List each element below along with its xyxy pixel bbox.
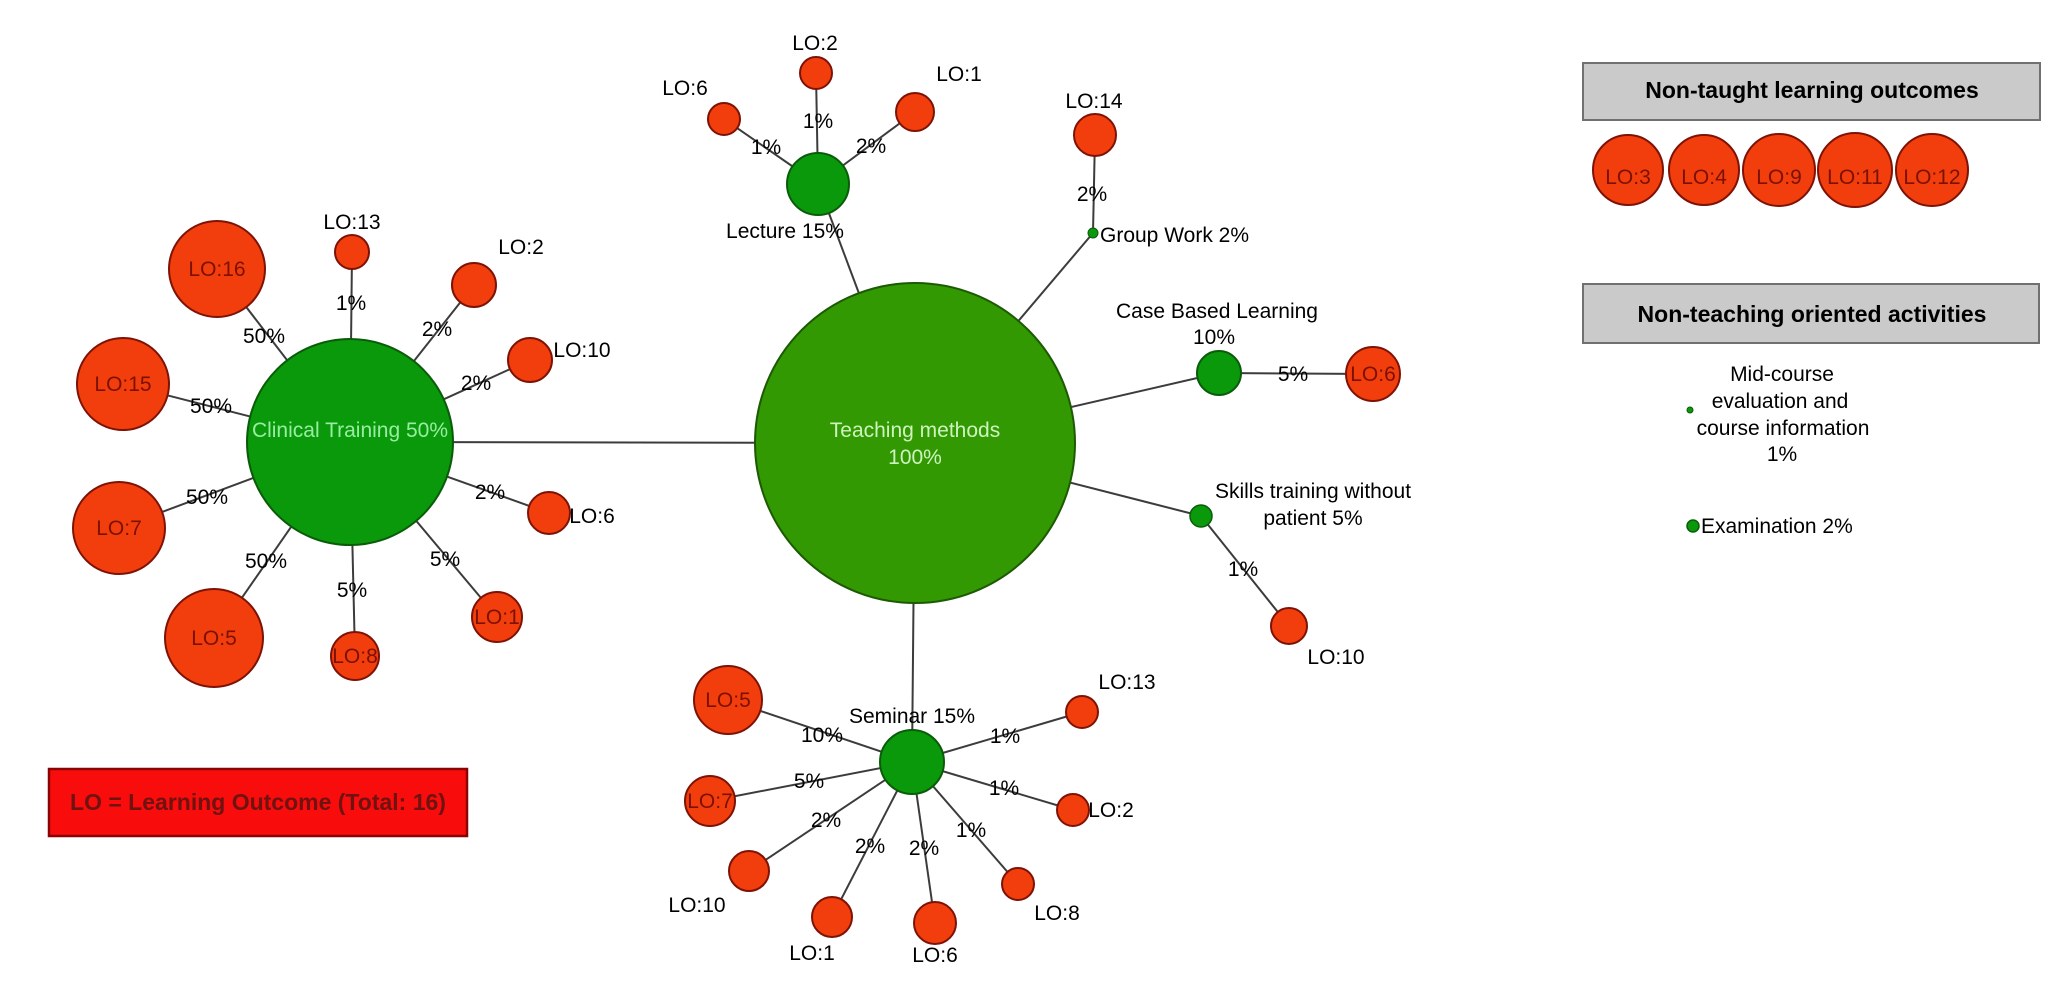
svg-text:Skills training without: Skills training without: [1215, 480, 1411, 503]
svg-text:course information: course information: [1697, 417, 1870, 440]
svg-text:Non-teaching oriented activiti: Non-teaching oriented activities: [1638, 301, 1987, 327]
svg-text:Seminar 15%: Seminar 15%: [849, 705, 975, 728]
svg-text:50%: 50%: [245, 550, 287, 573]
svg-text:Lecture 15%: Lecture 15%: [726, 220, 844, 243]
svg-text:Group Work 2%: Group Work 2%: [1100, 224, 1249, 247]
svg-text:5%: 5%: [794, 770, 824, 793]
svg-text:LO:1: LO:1: [789, 942, 835, 965]
svg-text:Clinical Training 50%: Clinical Training 50%: [252, 419, 448, 442]
svg-text:LO:4: LO:4: [1681, 166, 1727, 189]
svg-text:LO:3: LO:3: [1605, 166, 1651, 189]
svg-text:LO:8: LO:8: [1034, 902, 1080, 925]
svg-text:5%: 5%: [337, 579, 367, 602]
svg-text:LO:12: LO:12: [1903, 166, 1960, 189]
svg-text:LO:5: LO:5: [705, 689, 751, 712]
svg-text:2%: 2%: [1077, 183, 1107, 206]
svg-text:1%: 1%: [751, 136, 781, 159]
svg-text:LO:5: LO:5: [191, 627, 237, 650]
svg-text:LO:7: LO:7: [687, 790, 733, 813]
svg-text:LO:2: LO:2: [1088, 799, 1134, 822]
svg-text:LO:6: LO:6: [662, 77, 708, 100]
svg-text:2%: 2%: [855, 835, 885, 858]
svg-text:1%: 1%: [1228, 558, 1258, 581]
svg-text:LO:6: LO:6: [1350, 363, 1396, 386]
svg-text:LO:13: LO:13: [1098, 671, 1155, 694]
svg-text:LO:15: LO:15: [94, 373, 151, 396]
svg-text:LO:1: LO:1: [474, 606, 520, 629]
svg-text:Teaching methods: Teaching methods: [830, 419, 1000, 442]
svg-text:1%: 1%: [1767, 443, 1797, 466]
svg-text:patient 5%: patient 5%: [1263, 507, 1362, 530]
svg-text:1%: 1%: [956, 819, 986, 842]
svg-text:LO:9: LO:9: [1756, 166, 1802, 189]
svg-text:5%: 5%: [1278, 363, 1308, 386]
svg-text:evaluation and: evaluation and: [1712, 390, 1849, 413]
svg-text:LO:6: LO:6: [569, 505, 615, 528]
svg-text:LO:14: LO:14: [1065, 90, 1123, 113]
svg-text:LO:8: LO:8: [332, 645, 378, 668]
svg-text:LO:1: LO:1: [936, 63, 982, 86]
svg-text:LO:6: LO:6: [912, 944, 958, 967]
svg-text:2%: 2%: [811, 809, 841, 832]
svg-text:LO:11: LO:11: [1827, 166, 1883, 189]
svg-text:50%: 50%: [186, 486, 228, 509]
svg-text:LO:2: LO:2: [498, 236, 544, 259]
svg-text:Mid-course: Mid-course: [1730, 363, 1834, 386]
svg-text:2%: 2%: [461, 372, 491, 395]
svg-text:50%: 50%: [243, 325, 285, 348]
svg-text:LO:10: LO:10: [1307, 646, 1364, 669]
svg-text:LO:7: LO:7: [96, 517, 142, 540]
svg-text:1%: 1%: [336, 292, 366, 315]
svg-text:50%: 50%: [190, 395, 232, 418]
svg-text:Non-taught learning outcomes: Non-taught learning outcomes: [1645, 77, 1979, 103]
svg-text:2%: 2%: [475, 481, 505, 504]
svg-text:LO:13: LO:13: [323, 211, 380, 234]
svg-text:LO:16: LO:16: [188, 258, 245, 281]
svg-text:1%: 1%: [803, 110, 833, 133]
svg-text:2%: 2%: [909, 837, 939, 860]
svg-text:Case Based Learning: Case Based Learning: [1116, 300, 1318, 323]
svg-text:LO = Learning Outcome (Total:: LO = Learning Outcome (Total: 16): [70, 789, 446, 815]
svg-text:2%: 2%: [422, 318, 452, 341]
svg-text:LO:2: LO:2: [792, 32, 838, 55]
svg-text:LO:10: LO:10: [553, 339, 610, 362]
svg-text:2%: 2%: [856, 135, 886, 158]
svg-text:100%: 100%: [888, 446, 942, 469]
svg-text:Examination 2%: Examination 2%: [1701, 515, 1853, 538]
svg-text:10%: 10%: [801, 724, 843, 747]
svg-text:1%: 1%: [990, 725, 1020, 748]
svg-text:LO:10: LO:10: [668, 894, 725, 917]
svg-text:5%: 5%: [430, 548, 460, 571]
svg-text:1%: 1%: [989, 777, 1019, 800]
svg-text:10%: 10%: [1193, 326, 1235, 349]
